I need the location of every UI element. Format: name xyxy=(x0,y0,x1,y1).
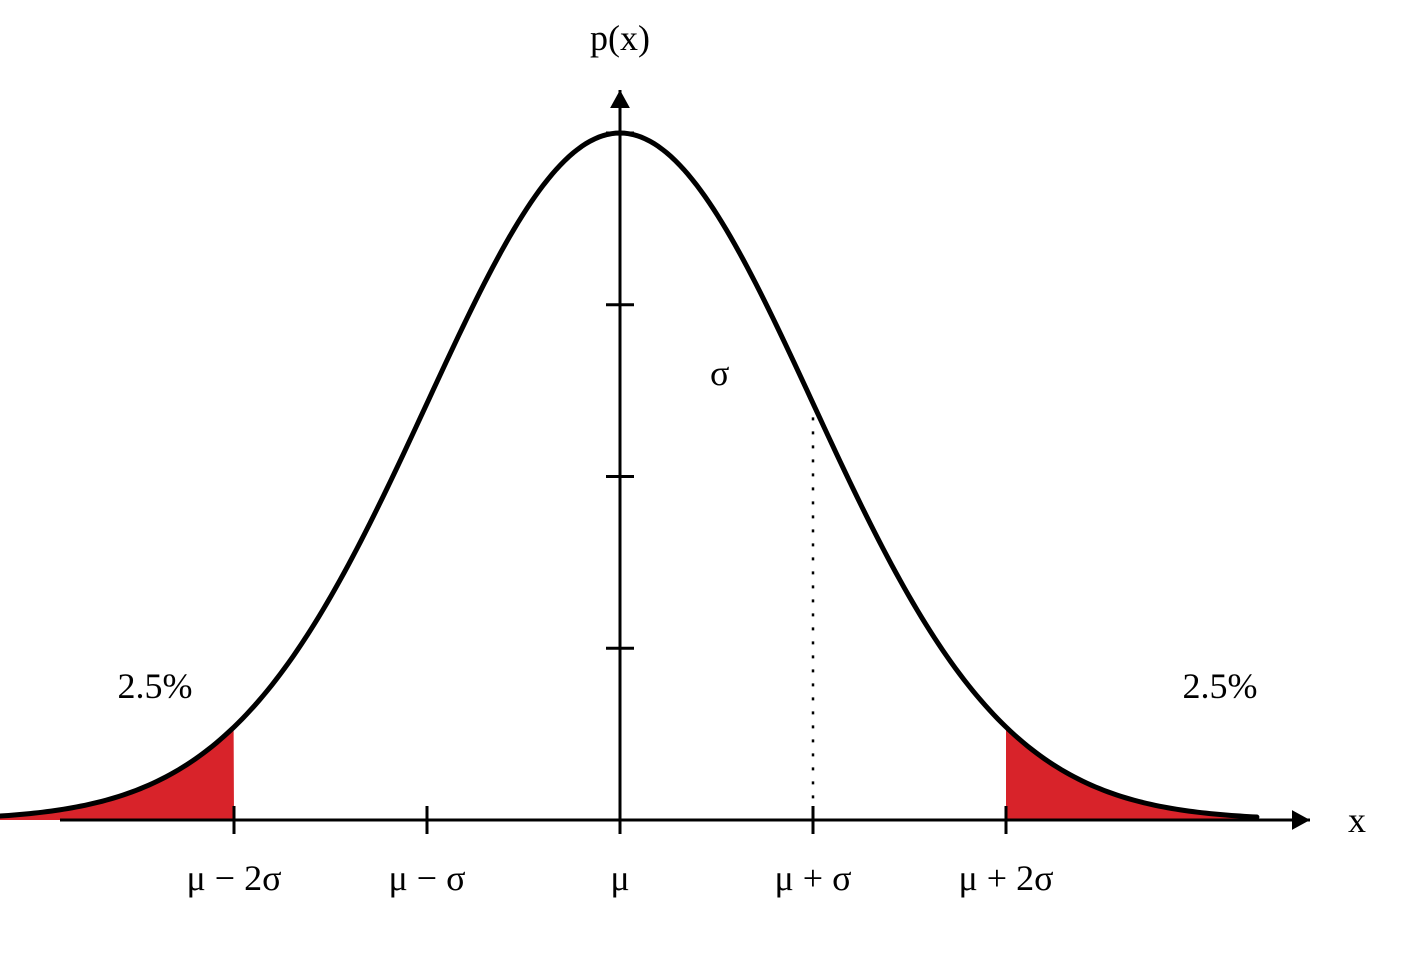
x-tick-label: μ − σ xyxy=(388,858,465,898)
x-tick-label: μ + σ xyxy=(774,858,851,898)
left-tail-label: 2.5% xyxy=(118,666,193,706)
x-tick-label: μ − 2σ xyxy=(186,858,281,898)
x-axis-label: x xyxy=(1348,800,1366,840)
y-axis-label: p(x) xyxy=(590,18,650,58)
x-tick-label: μ + 2σ xyxy=(958,858,1053,898)
sigma-annotation: σ xyxy=(710,353,729,393)
right-tail-label: 2.5% xyxy=(1183,666,1258,706)
x-tick-label: μ xyxy=(610,858,629,898)
normal-distribution-chart: μ − 2σ μ − σ μ μ + σ μ + 2σ p(x) x σ 2.5% 2.5% xyxy=(0,0,1418,958)
